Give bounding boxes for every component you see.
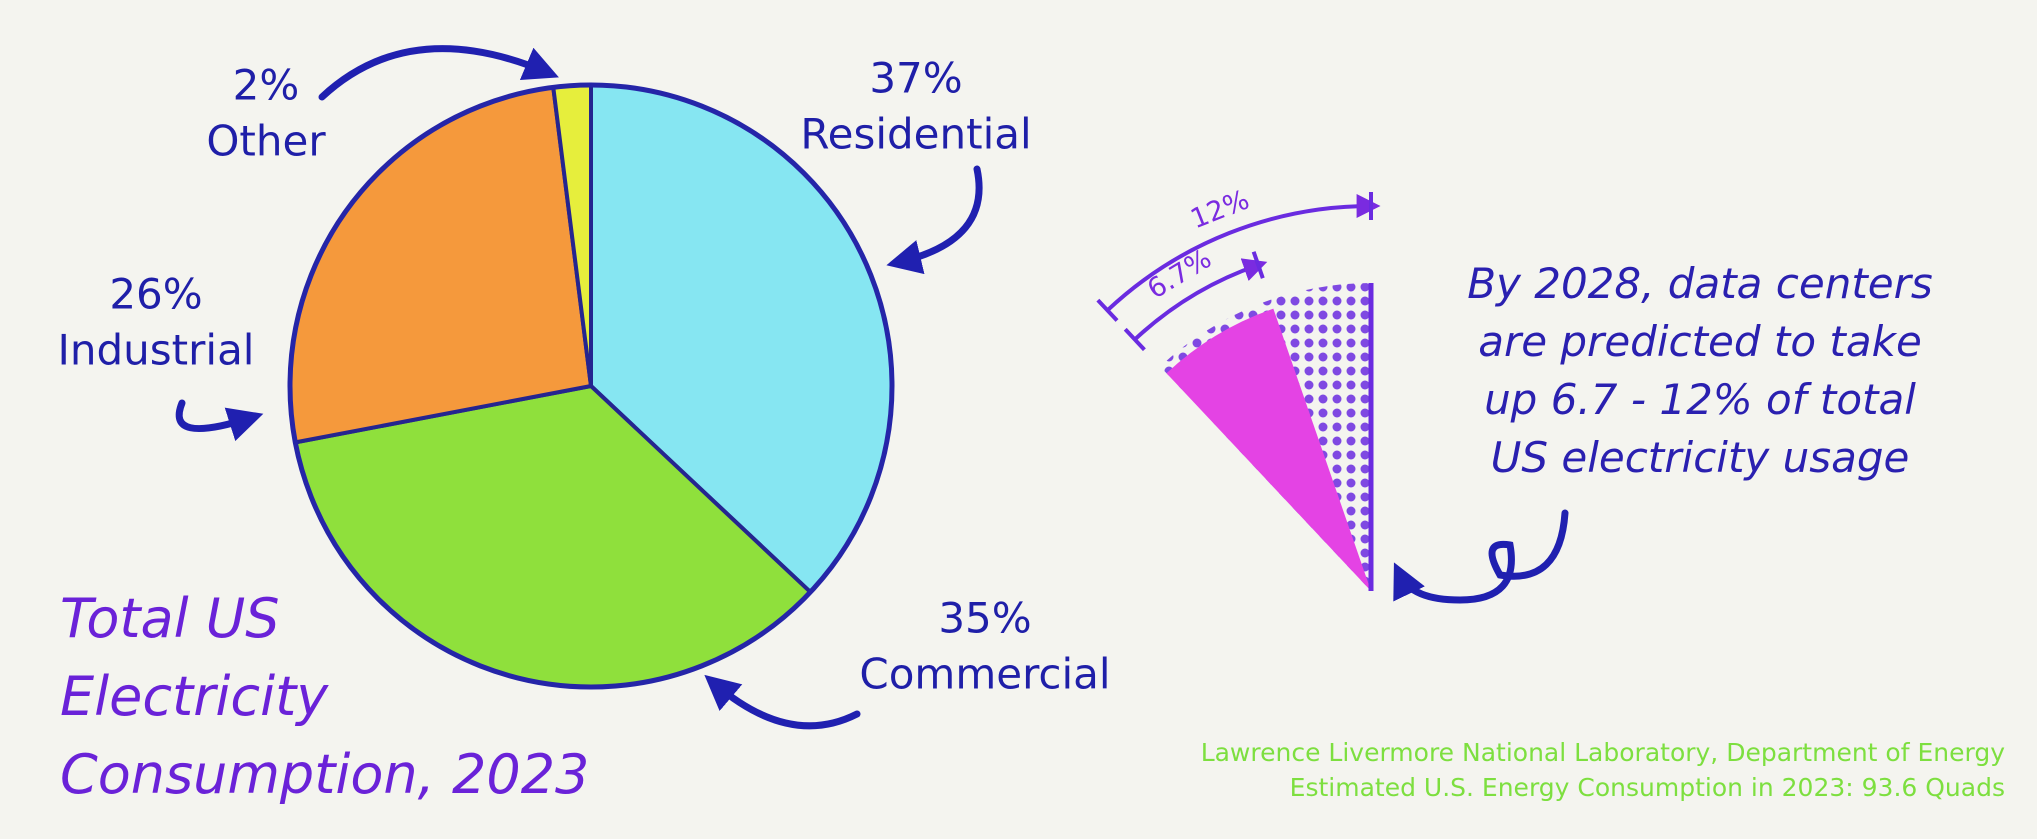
pie-slice <box>288 85 593 445</box>
category-label: Other <box>206 117 326 166</box>
arrow <box>704 674 861 730</box>
wedge-value <box>1166 308 1371 591</box>
value-label: 35% <box>938 594 1031 643</box>
category-label: Commercial <box>859 650 1110 699</box>
value-label: 37% <box>869 54 962 103</box>
arrow <box>886 165 983 275</box>
arrows <box>175 45 1569 730</box>
category-label: Residential <box>800 110 1031 159</box>
category-label: Industrial <box>58 326 255 375</box>
range-arc <box>1106 194 1381 312</box>
range-tick <box>1096 298 1119 322</box>
annotation: By 2028, data centers are predicted to t… <box>1467 259 1933 482</box>
chart-title: Total US Electricity Consumption, 2023 <box>60 587 590 806</box>
range-tick <box>1251 251 1265 279</box>
range-arc <box>1133 258 1268 341</box>
value-label: 26% <box>109 270 202 319</box>
range-tick <box>1123 327 1146 352</box>
arrow <box>1393 509 1569 604</box>
source-line: Lawrence Livermore National Laboratory, … <box>1201 738 2006 767</box>
value-label: 2% <box>233 61 300 110</box>
source-line: Estimated U.S. Energy Consumption in 202… <box>1290 773 2005 802</box>
arrow <box>318 45 559 101</box>
arrow <box>175 399 264 442</box>
pie-outline <box>287 82 895 690</box>
